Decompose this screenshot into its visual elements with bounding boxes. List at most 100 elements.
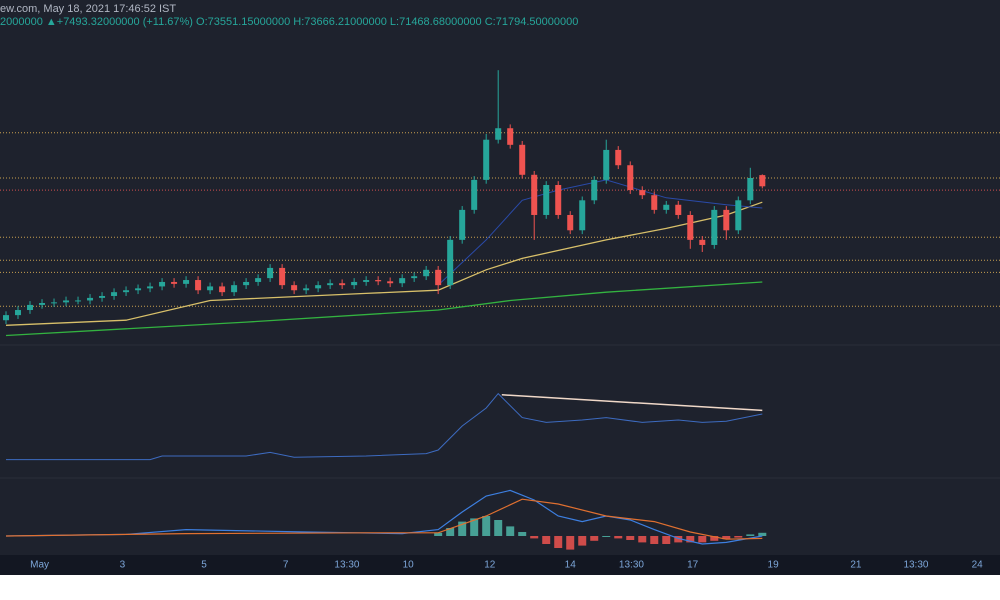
candle-body	[483, 139, 490, 180]
candle-body	[339, 283, 346, 286]
candle-body	[111, 292, 118, 296]
candle-body	[387, 281, 394, 284]
candle-body	[231, 285, 238, 293]
macd-histogram-bar	[686, 536, 695, 543]
candle-body	[279, 267, 286, 286]
macd-histogram-bar	[446, 528, 455, 536]
candle-body	[27, 304, 34, 311]
candle-body	[603, 149, 610, 180]
x-tick-label: 19	[768, 560, 780, 571]
x-tick-label: May	[30, 560, 49, 571]
macd-histogram-bar	[626, 536, 635, 540]
candle-body	[555, 185, 562, 215]
candle-body	[39, 303, 46, 305]
macd-histogram-bar	[590, 536, 599, 541]
candle-body	[159, 281, 166, 287]
plot-area	[0, 30, 1000, 555]
macd-line	[5, 489, 763, 545]
macd-histogram-bar	[614, 536, 623, 539]
candle-body	[255, 278, 262, 282]
candle-body	[543, 185, 550, 215]
x-tick-label: 13:30	[334, 560, 359, 571]
candle-body	[711, 209, 718, 245]
x-tick-label: 24	[972, 560, 984, 571]
candle-body	[219, 286, 226, 293]
macd-line	[5, 498, 763, 540]
candle-body	[675, 204, 682, 215]
candle-body	[183, 280, 190, 284]
x-tick-label: 21	[850, 560, 862, 571]
macd-histogram-bar	[722, 536, 731, 540]
macd-histogram-bar	[530, 536, 539, 539]
candle-body	[3, 315, 10, 321]
trendline	[501, 394, 763, 412]
x-tick-label: 10	[403, 560, 415, 571]
macd-histogram-bar	[674, 536, 683, 543]
moving-average	[5, 281, 763, 337]
candle-body	[267, 267, 274, 279]
candle-body	[423, 269, 430, 277]
macd-histogram-bar	[434, 532, 443, 536]
macd-histogram-bar	[494, 520, 503, 536]
macd-histogram-bar	[698, 536, 707, 543]
header-ohlc: 2000000 ▲+7493.32000000 (+11.67%) O:7355…	[0, 16, 579, 28]
candle-body	[507, 128, 514, 145]
x-tick-label: 13:30	[903, 560, 928, 571]
macd-histogram-bar	[518, 532, 527, 536]
candle-body	[327, 283, 334, 286]
candle-body	[723, 209, 730, 231]
macd-histogram-bar	[758, 532, 767, 536]
candle-body	[87, 297, 94, 301]
candle-body	[243, 281, 250, 286]
candle-body	[135, 288, 142, 291]
candle-body	[639, 190, 646, 196]
candle-body	[651, 195, 658, 210]
candle-body	[435, 269, 442, 286]
header-line: ew.com, May 18, 2021 17:46:52 IST	[0, 3, 177, 15]
candle-body	[567, 214, 574, 231]
candle-body	[759, 175, 766, 187]
x-tick-label: 13:30	[619, 560, 644, 571]
candle-body	[147, 286, 154, 289]
candle-body	[459, 209, 466, 240]
x-tick-label: 7	[283, 560, 289, 571]
macd-histogram-bar	[650, 536, 659, 544]
candle-body	[471, 179, 478, 210]
candle-body	[411, 276, 418, 279]
candle-body	[447, 239, 454, 286]
macd-histogram-bar	[734, 536, 743, 538]
candle-body	[627, 165, 634, 191]
macd-histogram-bar	[506, 526, 515, 536]
macd-histogram-bar	[710, 536, 719, 541]
candle-body	[207, 286, 214, 291]
candle-body	[747, 177, 754, 201]
time-axis	[0, 555, 1000, 575]
macd-histogram-bar	[578, 536, 587, 546]
candle-body	[531, 174, 538, 215]
x-tick-label: 5	[201, 560, 207, 571]
candle-body	[363, 280, 370, 282]
macd-histogram-bar	[482, 516, 491, 536]
macd-histogram-bar	[458, 521, 467, 536]
candle-body	[171, 281, 178, 284]
x-tick-label: 3	[120, 560, 126, 571]
candle-body	[687, 214, 694, 240]
candle-body	[123, 290, 130, 293]
moving-average	[5, 201, 763, 326]
x-tick-label: 17	[687, 560, 699, 571]
candle-body	[291, 285, 298, 291]
macd-histogram-bar	[554, 536, 563, 548]
candle-body	[495, 128, 502, 140]
candle-body	[579, 200, 586, 231]
candle-body	[399, 278, 406, 284]
candle-body	[315, 285, 322, 289]
candle-body	[303, 288, 310, 291]
candle-body	[375, 280, 382, 282]
candle-body	[591, 179, 598, 201]
candle-body	[63, 300, 70, 303]
candle-body	[615, 149, 622, 166]
macd-histogram-bar	[662, 536, 671, 544]
macd-histogram-bar	[566, 536, 575, 550]
